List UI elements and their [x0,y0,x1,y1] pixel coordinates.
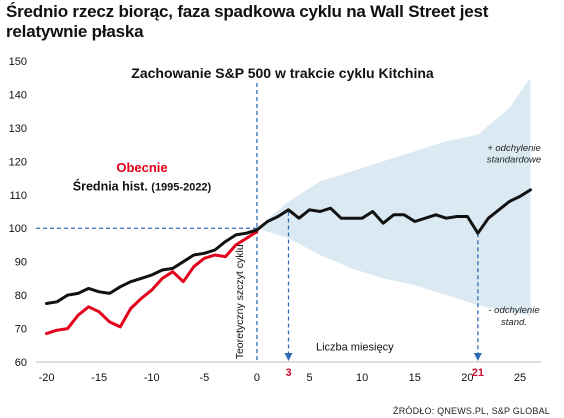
peak-rotated-label: Teoretyczny szczyt cyklu [234,244,246,359]
upper-deviation-label-line2: standardowe [487,155,541,166]
kitchin-cycle-chart: 60 70 80 90 100 110 120 130 140 150 -20 -15 -10 -5 0 5 1… [0,42,564,404]
y-tick-label: 130 [9,123,27,135]
upper-deviation-label-line1: + odchylenie [487,143,541,154]
headline: Średnio rzecz biorąc, faza spadkowa cykl… [6,2,489,41]
x-tick-label: -20 [39,372,55,384]
x-tick-label: 0 [254,372,260,384]
y-tick-label: 60 [15,357,27,369]
legend-current: Obecnie [116,160,167,175]
x-tick-label: -5 [199,372,209,384]
x-tick-label: -10 [144,372,160,384]
source-note: ŹRÓDŁO: QNEWS.PL, S&P GLOBAL [393,406,550,416]
chart-container: 60 70 80 90 100 110 120 130 140 150 -20 -15 -10 -5 0 5 1… [0,42,564,404]
std-deviation-band [256,77,531,316]
x-tick-label: -15 [91,372,107,384]
legend-historical-period: (1995-2022) [151,181,211,193]
marker-label: 3 [285,367,291,379]
series-line [45,188,532,305]
y-tick-label: 110 [9,190,27,202]
lower-deviation-label-line1: - odchylenie [488,305,539,316]
legend-historical-label: Średnia hist. [73,178,152,193]
y-tick-label: 80 [15,290,27,302]
y-tick-label: 140 [9,89,27,101]
x-tick-label: 20 [461,372,473,384]
legend-historical: Średnia hist. (1995-2022) [73,178,212,193]
lower-deviation-label-line2: stand. [501,317,527,328]
y-tick-label: 100 [9,223,27,235]
y-tick-label: 120 [9,156,27,168]
x-tick-label: 5 [306,372,312,384]
x-tick-label: 10 [356,372,368,384]
y-tick-label: 70 [15,324,27,336]
x-axis-label: Liczba miesięcy [316,341,394,353]
y-tick-label: 90 [15,257,27,269]
marker-arrow-icon [284,353,293,361]
y-tick-label: 150 [9,56,27,68]
marker-arrow-icon [473,353,482,361]
marker-label: 21 [472,367,484,379]
x-tick-label: 25 [514,372,526,384]
series-line [45,230,259,336]
x-tick-label: 15 [409,372,421,384]
chart-title: Zachowanie S&P 500 w trakcie cyklu Kitch… [131,65,434,81]
